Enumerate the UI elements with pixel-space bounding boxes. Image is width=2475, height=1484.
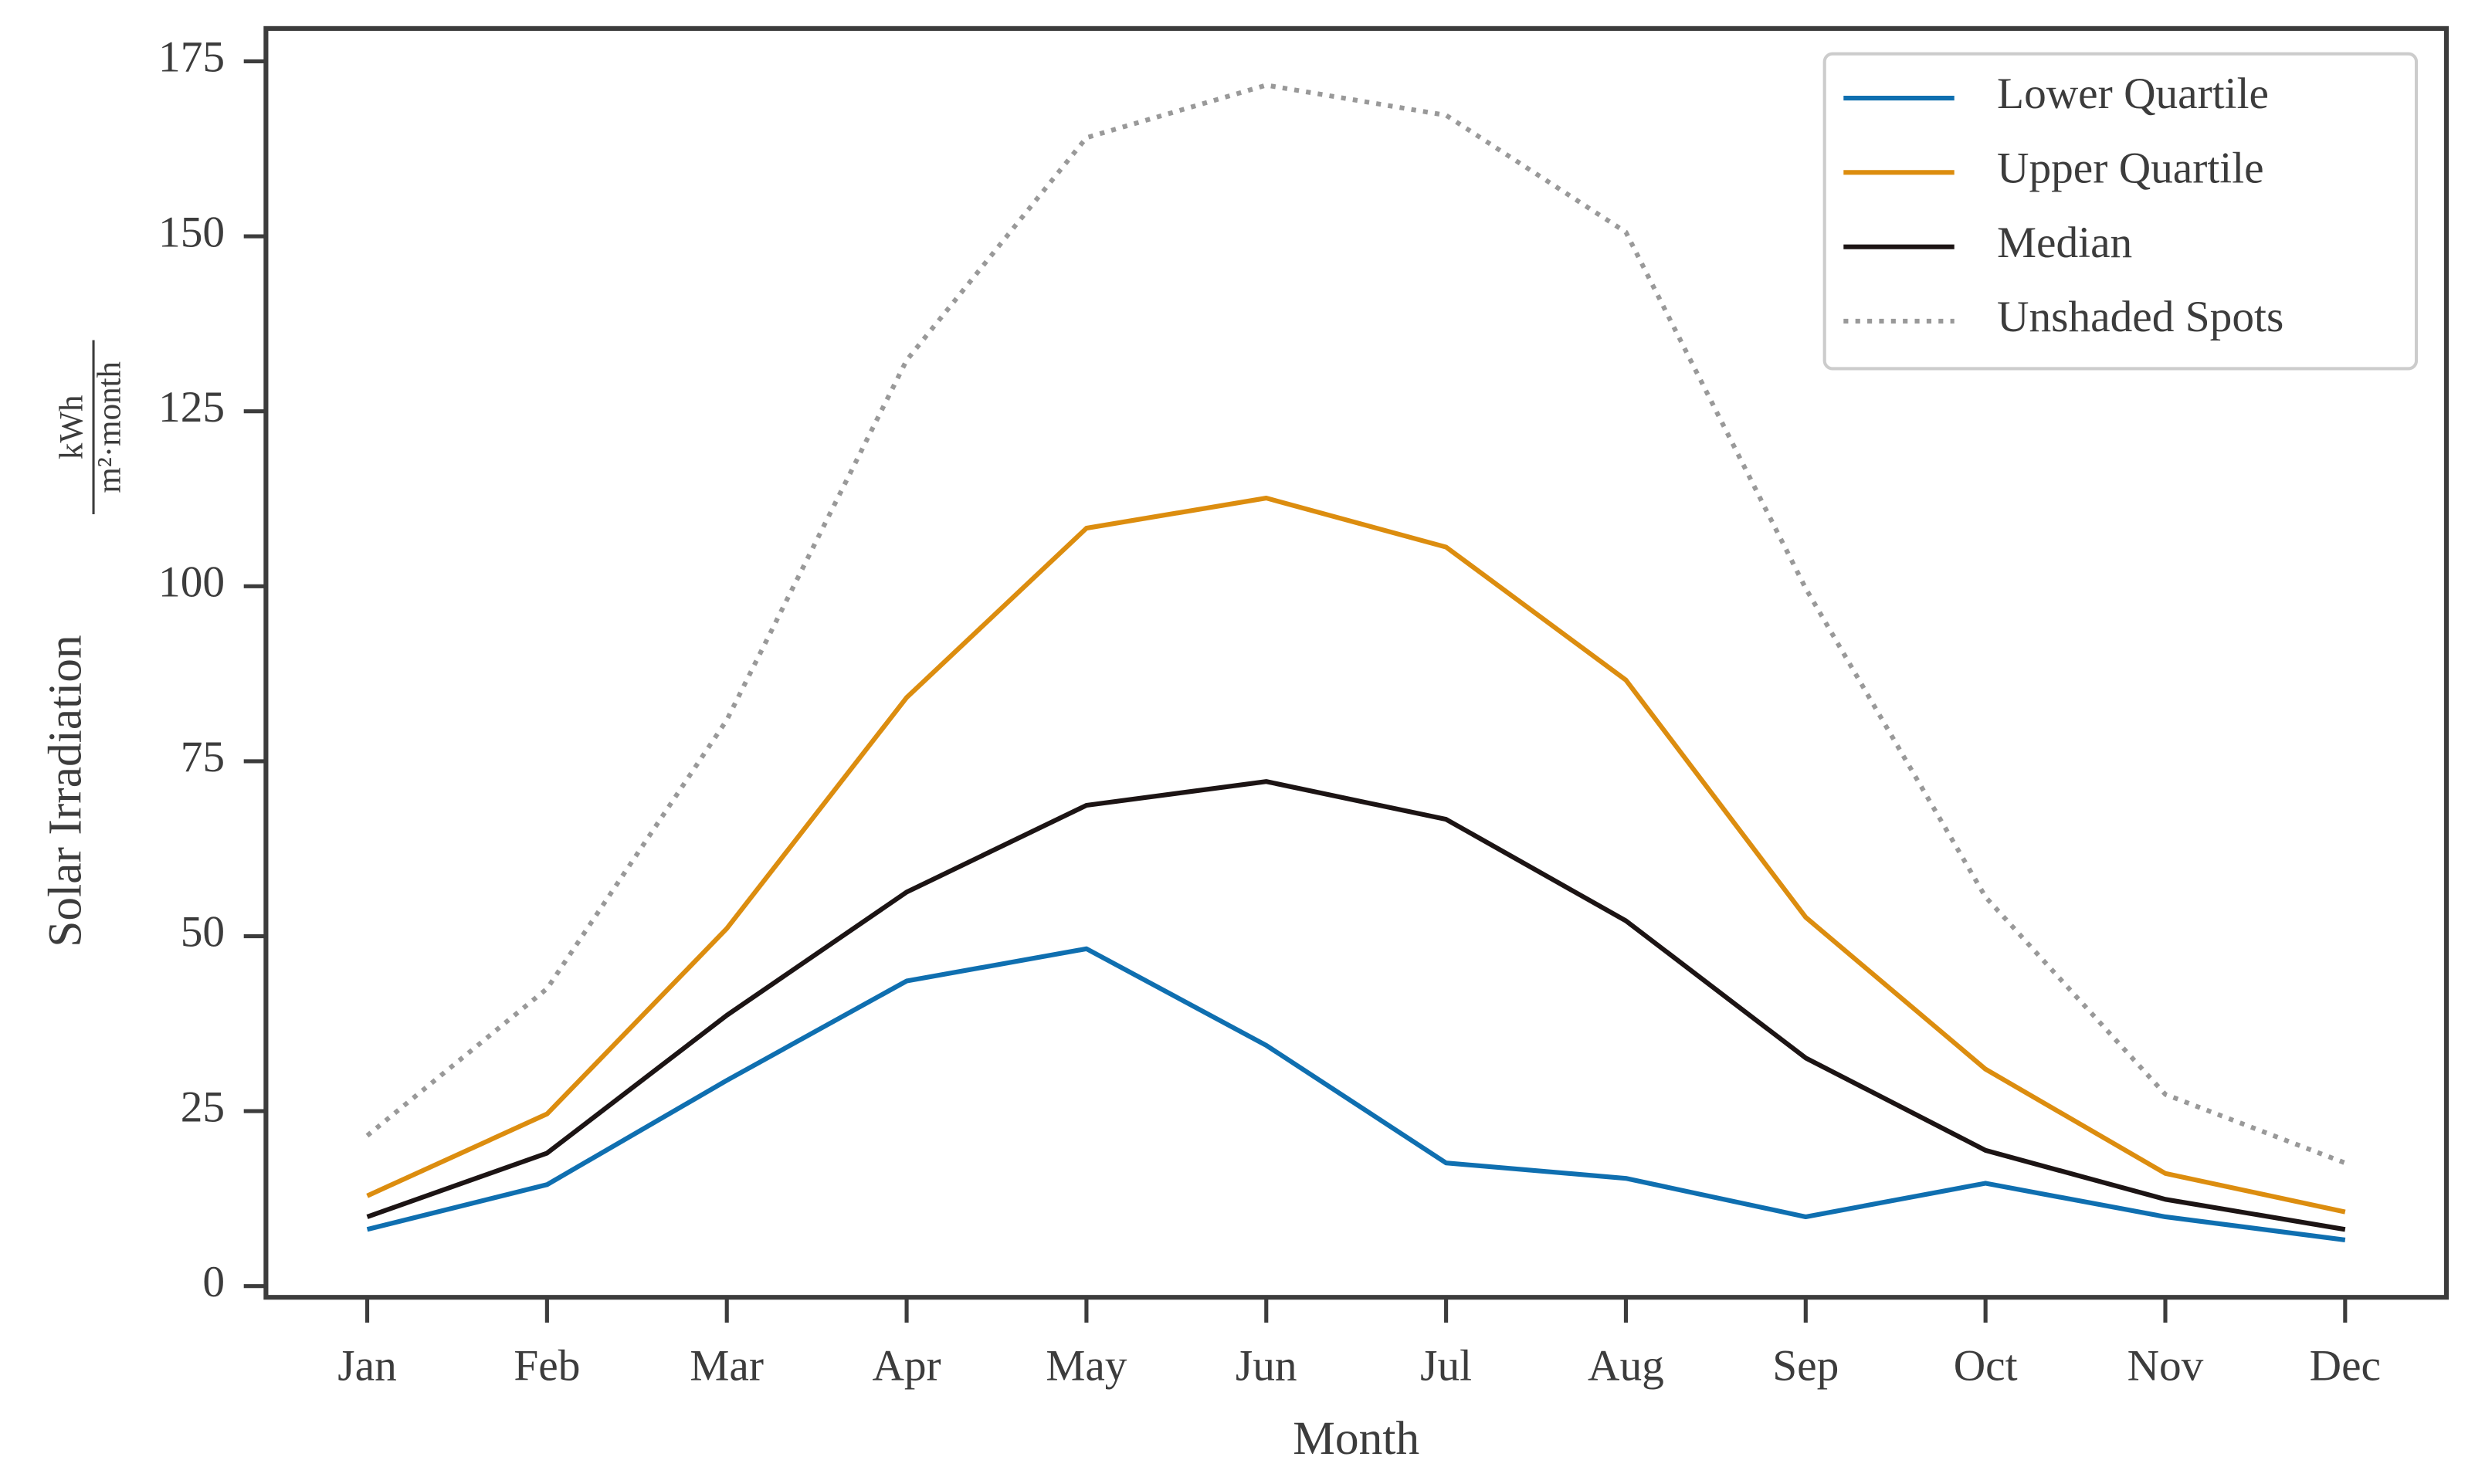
- x-tick-label: Oct: [1954, 1342, 2018, 1391]
- data-line: [366, 946, 2346, 1242]
- x-axis-label: Month: [1293, 1412, 1419, 1465]
- x-tick-label: Sep: [1772, 1342, 1839, 1391]
- y-tick-label: 50: [181, 908, 225, 957]
- x-tick-label: Apr: [872, 1342, 941, 1391]
- legend-box: [1822, 52, 2419, 371]
- legend-label: Unshaded Spots: [1997, 293, 2283, 341]
- y-label-unit-denominator: m²·month: [92, 361, 128, 493]
- y-tick-label: 125: [158, 383, 225, 432]
- data-line: [366, 496, 2346, 1215]
- y-label-unit-numerator: kWh: [53, 395, 90, 459]
- y-tick-label: 25: [181, 1083, 225, 1131]
- y-tick-label: 0: [202, 1258, 225, 1306]
- y-axis-label: Solar Irradiation kWh m²·month: [39, 340, 128, 947]
- data-line: [366, 779, 2346, 1232]
- x-tick-label: Feb: [514, 1342, 580, 1391]
- x-tick-label: Jan: [337, 1342, 396, 1391]
- x-tick-label: Aug: [1588, 1342, 1664, 1391]
- y-tick-label: 150: [158, 208, 225, 256]
- legend: Lower Quartile Upper Quartile Median Unshad…: [1822, 52, 2419, 371]
- legend-label: Median: [1997, 219, 2132, 267]
- data-line: [365, 83, 2346, 1166]
- x-tick-label: Mar: [690, 1342, 764, 1391]
- y-tick-label: 75: [181, 733, 225, 781]
- legend-label: Lower Quartile: [1997, 69, 2269, 118]
- x-tick-label: Nov: [2127, 1342, 2204, 1391]
- plot-frame: [263, 25, 2450, 1300]
- x-tick-label: Jun: [1236, 1342, 1297, 1391]
- x-tick-label: Dec: [2310, 1342, 2381, 1391]
- legend-label: Upper Quartile: [1997, 144, 2264, 193]
- y-tick-label: 100: [158, 557, 225, 606]
- y-tick-label: 175: [158, 33, 225, 82]
- x-tick-label: Jul: [1420, 1342, 1472, 1391]
- y-label-text: Solar Irradiation: [39, 635, 91, 947]
- x-tick-label: May: [1046, 1342, 1127, 1391]
